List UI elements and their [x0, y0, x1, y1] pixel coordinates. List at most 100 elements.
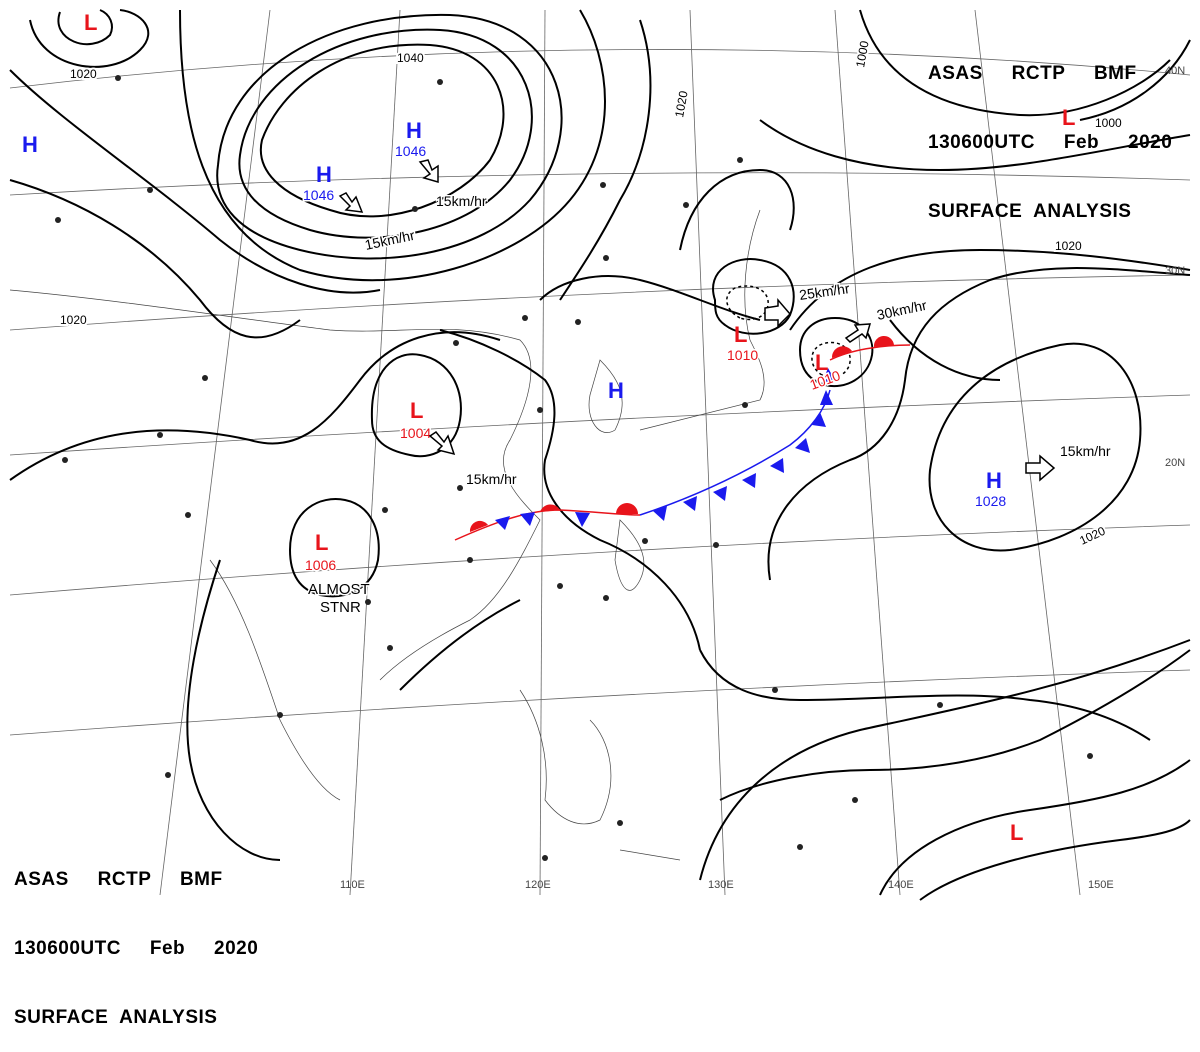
warm-front-symbols [469, 335, 894, 532]
isobar-label: 1040 [397, 51, 424, 65]
isobar-label: 1020 [60, 313, 87, 327]
grid-labels: 110E 120E 130E 140E 150E 40N 30N 20N [340, 65, 1185, 891]
isobar [179, 9, 606, 282]
isobar [216, 13, 563, 260]
isobar [767, 267, 1191, 581]
header-line-1: ASAS RCTP BMF [928, 63, 1137, 84]
longitude-label: 150E [1088, 879, 1114, 891]
pressure-centers: L L L H H H L L L L H H [22, 10, 1075, 845]
cold-front-line [639, 389, 831, 516]
low-center-symbol: L [1010, 820, 1023, 845]
isobar [238, 28, 533, 239]
motion-arrow-icon [338, 192, 364, 213]
isobar [699, 649, 1151, 741]
motion-arrow-icon [428, 430, 456, 456]
dotted-isobars [726, 285, 851, 378]
high-center-symbol: H [22, 132, 38, 157]
high-pressure-value: 1046 [303, 187, 334, 203]
isobar [288, 498, 380, 598]
high-center-symbol: H [608, 378, 624, 403]
almost-label: ALMOST [308, 581, 370, 598]
isobar-label: 1020 [672, 89, 690, 118]
motion-speed-label: 25km/hr [798, 280, 851, 303]
isobar [370, 353, 462, 458]
isobar [9, 69, 381, 294]
motion-speed-label: 30km/hr [875, 297, 928, 323]
motion-speed-label: 15km/hr [363, 227, 416, 253]
isobar [798, 316, 874, 388]
motion-speed-label: 15km/hr [466, 471, 517, 487]
longitude-label: 120E [525, 879, 551, 891]
isobar [9, 331, 501, 481]
isobar-label: 1020 [1077, 524, 1107, 548]
graticule [9, 9, 1191, 896]
latitude-label: 30N [1165, 265, 1185, 277]
low-center-symbol: L [815, 350, 828, 375]
isobars [9, 9, 1191, 901]
motion-arrow-icon [418, 159, 439, 183]
isobar [859, 9, 1171, 117]
isobar-label: 1020 [1055, 239, 1082, 253]
latitude-label: 40N [1165, 65, 1185, 77]
isobar [879, 759, 1191, 896]
isobar [919, 819, 1191, 901]
motion-arrow-icon [764, 297, 792, 328]
isobar [259, 43, 505, 218]
low-center-symbol: L [1062, 105, 1075, 130]
isobar [186, 559, 281, 861]
isobar [699, 639, 1191, 881]
longitude-label: 140E [888, 879, 914, 891]
low-center-symbol: L [734, 322, 747, 347]
longitude-label: 130E [708, 879, 734, 891]
isobar [539, 275, 761, 321]
map-header-bottom-left: ASAS RCTP BMF 130600UTC Feb 2020 SURFACE… [14, 822, 258, 1052]
longitude-label: 110E [340, 879, 365, 891]
isobar [559, 19, 652, 301]
map-header-top-right: ASAS RCTP BMF 130600UTC Feb 2020 SURFACE… [928, 16, 1172, 246]
movement-arrows [338, 159, 1056, 482]
isobar [439, 329, 701, 651]
low-pressure-value: 1006 [305, 557, 336, 573]
isobar-labels: 1040 1020 1020 1020 1020 1020 1000 1000 [58, 37, 1124, 549]
isobar [399, 599, 521, 691]
high-pressure-value: 1046 [395, 143, 426, 159]
isobar [1079, 39, 1191, 121]
low-center-symbol: L [315, 530, 328, 555]
warm-front-line [829, 344, 911, 361]
isobar [29, 9, 150, 68]
high-center-symbol: H [986, 468, 1002, 493]
cold-front-symbols [495, 368, 836, 530]
isobar-label: 1020 [70, 67, 97, 81]
isobar-label: 1000 [853, 39, 871, 68]
header-line-2: 130600UTC Feb 2020 [928, 132, 1173, 153]
isobar [679, 168, 795, 251]
isobar [789, 248, 1191, 331]
low-center-symbol: L [84, 10, 97, 35]
coastlines [9, 209, 765, 861]
isobar [719, 649, 1191, 801]
header-line-3: SURFACE ANALYSIS [14, 1007, 218, 1028]
stationary-annotation: ALMOST STNR [307, 580, 372, 618]
motion-speed-label: 15km/hr [1060, 443, 1111, 459]
latitude-label: 20N [1165, 457, 1185, 469]
isobar-label: 1000 [1095, 116, 1122, 130]
isobar [9, 179, 301, 339]
pressure-values: 1046 1046 1004 1006 1010 1010 1028 [302, 142, 1008, 575]
high-center-symbol: H [406, 118, 422, 143]
low-pressure-value: 1010 [808, 367, 843, 393]
low-pressure-value: 1004 [400, 425, 431, 441]
motion-arrow-icon [1025, 454, 1056, 482]
header-line-3: SURFACE ANALYSIS [928, 201, 1132, 222]
low-pressure-value: 1010 [727, 347, 758, 363]
isobar [889, 319, 1001, 381]
high-pressure-value: 1028 [975, 493, 1006, 509]
fronts [454, 335, 911, 541]
header-line-2: 130600UTC Feb 2020 [14, 938, 259, 959]
header-line-1: ASAS RCTP BMF [14, 869, 223, 890]
stnr-label: STNR [320, 599, 361, 616]
isobar [759, 119, 1191, 172]
motion-speed-label: 15km/hr [436, 193, 487, 209]
motion-arrow-icon [844, 323, 872, 343]
isobar [57, 9, 113, 45]
station-plots [55, 75, 1093, 861]
